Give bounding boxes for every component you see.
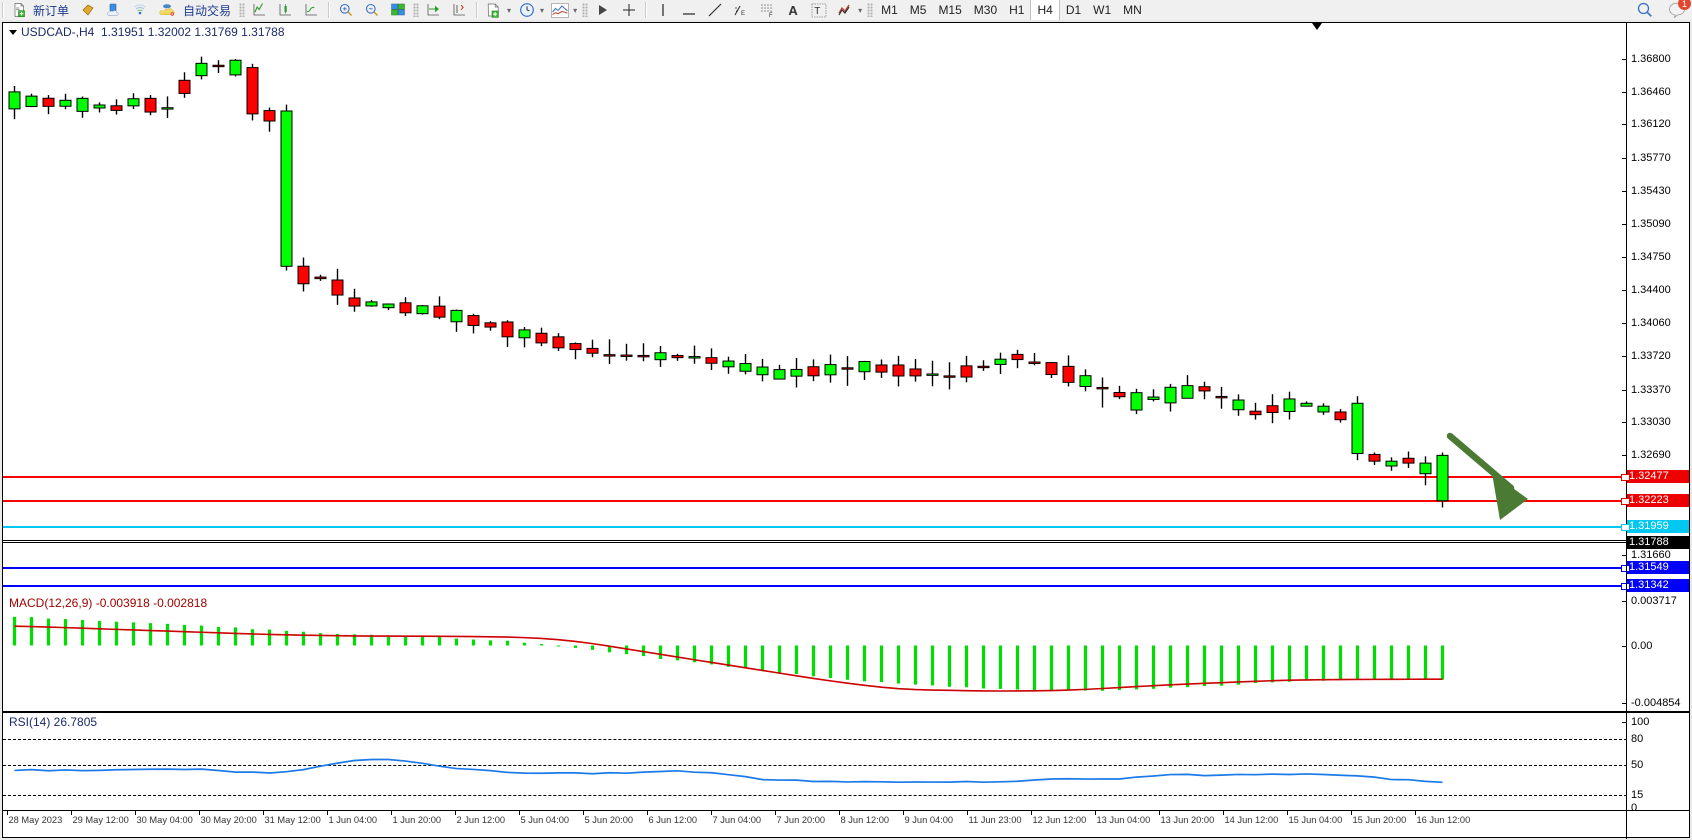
svg-text:T: T xyxy=(814,6,820,17)
svg-text:E: E xyxy=(741,11,745,17)
svg-text:F: F xyxy=(769,13,773,17)
